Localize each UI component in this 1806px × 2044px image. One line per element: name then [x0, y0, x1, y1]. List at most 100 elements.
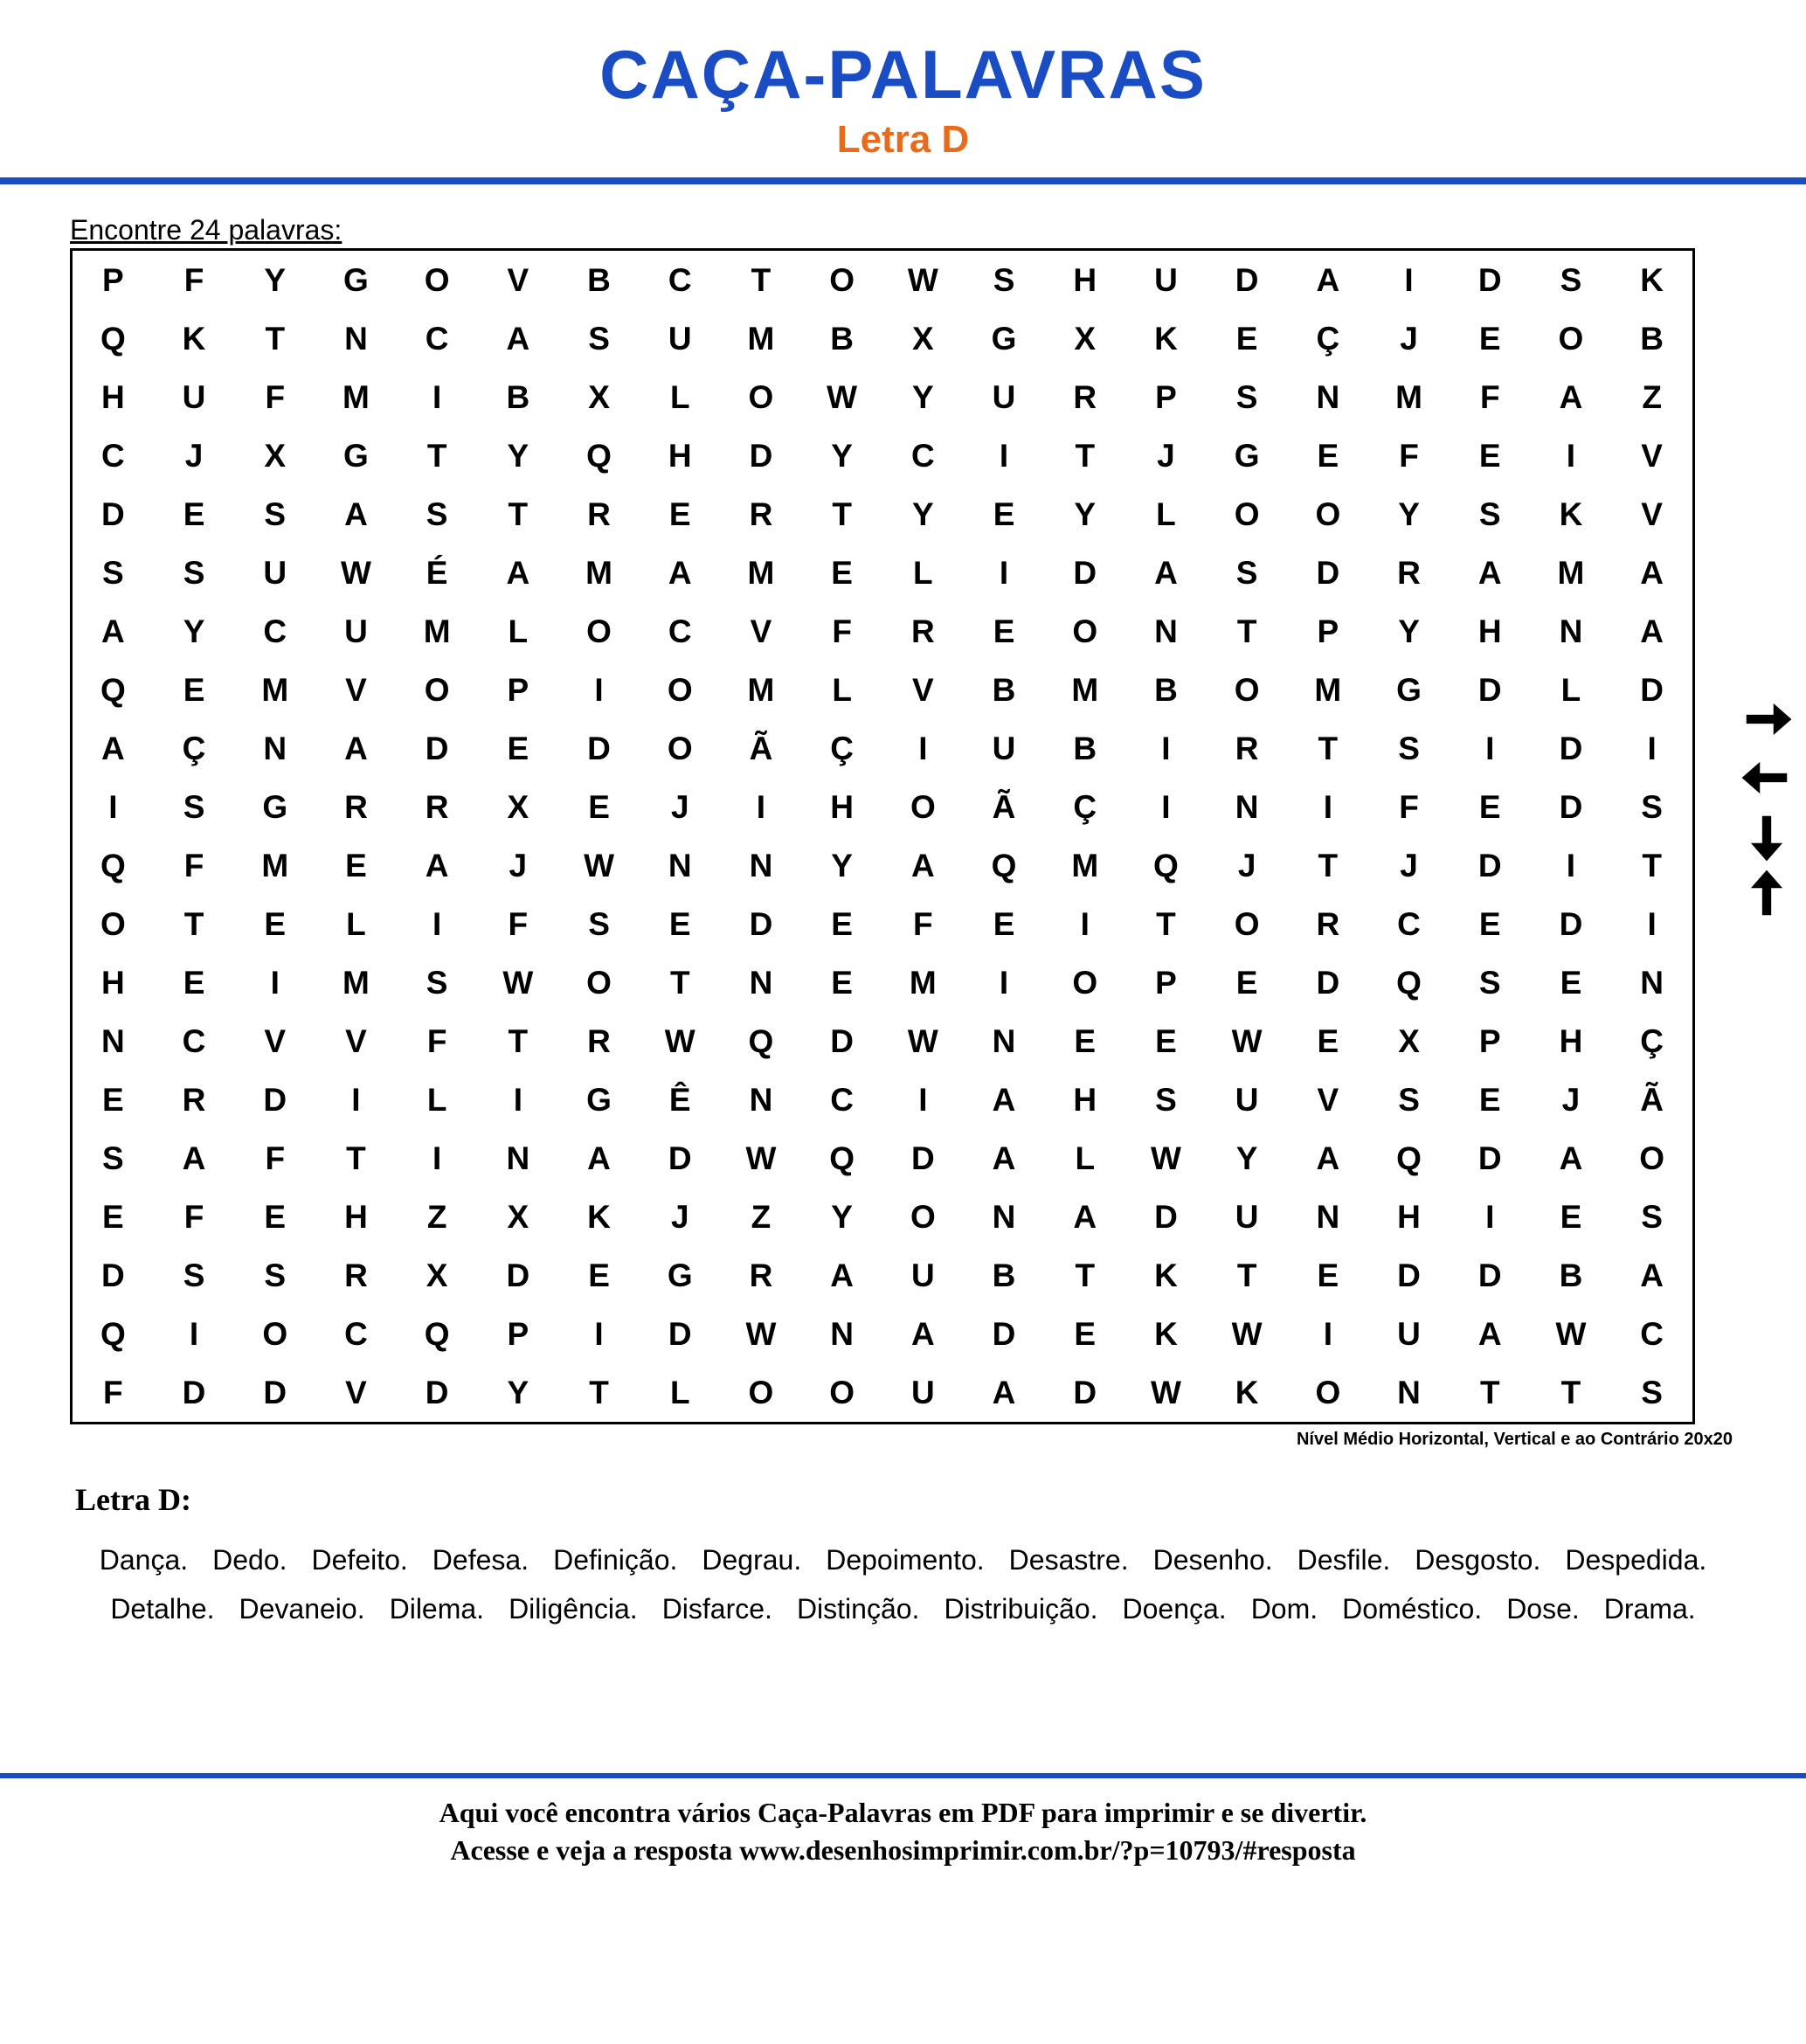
grid-cell: C [154, 1012, 235, 1071]
grid-cell: F [154, 836, 235, 895]
grid-cell: L [640, 1363, 721, 1422]
grid-cell: B [801, 309, 882, 368]
grid-cell: S [964, 251, 1045, 309]
grid-cell: C [73, 426, 154, 485]
grid-cell: N [477, 1129, 558, 1188]
grid-cell: J [477, 836, 558, 895]
grid-cell: I [1531, 426, 1612, 485]
grid-cell: T [801, 485, 882, 544]
grid-cell: T [1207, 602, 1288, 661]
grid-cell: R [721, 485, 802, 544]
grid-cell: Y [1044, 485, 1125, 544]
grid-cell: A [1287, 1129, 1368, 1188]
grid-cell: Ç [801, 719, 882, 778]
left-arrow-icon [1740, 751, 1794, 809]
grid-cell: F [882, 895, 964, 953]
grid-cell: M [397, 602, 478, 661]
grid-cell: Q [721, 1012, 802, 1071]
grid-cell: A [1125, 544, 1207, 602]
grid-cell: N [73, 1012, 154, 1071]
grid-cell: N [1531, 602, 1612, 661]
grid-cell: G [640, 1246, 721, 1305]
grid-cell: G [1207, 426, 1288, 485]
wordlist-word: Dose. [1506, 1584, 1580, 1633]
right-arrow-icon [1740, 692, 1794, 751]
wordlist-word: Desastre. [1009, 1535, 1129, 1584]
main-title: CAÇA-PALAVRAS [0, 35, 1806, 114]
wordlist-word: Dedo. [212, 1535, 287, 1584]
grid-cell: I [73, 778, 154, 836]
grid-cell: E [1287, 1246, 1368, 1305]
grid-cell: D [558, 719, 640, 778]
grid-cell: E [640, 895, 721, 953]
grid-cell: D [640, 1129, 721, 1188]
grid-cell: P [73, 251, 154, 309]
grid-cell: S [154, 544, 235, 602]
grid-cell: O [1287, 485, 1368, 544]
grid-cell: S [73, 544, 154, 602]
grid-cell: Y [1207, 1129, 1288, 1188]
grid-cell: N [721, 1071, 802, 1129]
grid-cell: F [154, 1188, 235, 1246]
grid-cell: I [154, 1305, 235, 1363]
grid-cell: O [1044, 602, 1125, 661]
grid-cell: R [154, 1071, 235, 1129]
grid-cell: D [1450, 1246, 1531, 1305]
grid-cell: Q [73, 836, 154, 895]
grid-cell: T [1044, 1246, 1125, 1305]
grid-cell: D [1531, 778, 1612, 836]
grid-cell: A [640, 544, 721, 602]
grid-container: PFYGOVBCTOWSHUDAIDSKQKTNCASUMBXGXKEÇJEOB… [70, 248, 1736, 1424]
grid-cell: E [1450, 426, 1531, 485]
grid-cell: Q [73, 309, 154, 368]
grid-cell: D [882, 1129, 964, 1188]
grid-cell: Ã [964, 778, 1045, 836]
grid-cell: T [234, 309, 315, 368]
wordlist-word: Despedida. [1565, 1535, 1706, 1584]
grid-cell: M [1531, 544, 1612, 602]
grid-cell: N [964, 1188, 1045, 1246]
grid-cell: T [1450, 1363, 1531, 1422]
grid-cell: L [477, 602, 558, 661]
grid-cell: I [1044, 895, 1125, 953]
grid-cell: O [397, 661, 478, 719]
grid-cell: L [315, 895, 397, 953]
wordlist-word: Drama. [1604, 1584, 1696, 1633]
grid-cell: E [1531, 1188, 1612, 1246]
grid-cell: O [640, 661, 721, 719]
grid-cell: D [397, 719, 478, 778]
grid-cell: Y [1368, 602, 1450, 661]
grid-cell: É [397, 544, 478, 602]
grid-cell: N [801, 1305, 882, 1363]
grid-cell: C [315, 1305, 397, 1363]
grid-cell: A [1287, 251, 1368, 309]
grid-cell: S [234, 485, 315, 544]
grid-cell: G [315, 251, 397, 309]
grid-cell: M [721, 309, 802, 368]
grid-cell: R [882, 602, 964, 661]
grid-cell: K [1125, 1246, 1207, 1305]
grid-cell: O [1044, 953, 1125, 1012]
grid-cell: D [1450, 1129, 1531, 1188]
grid-cell: U [640, 309, 721, 368]
grid-cell: Q [73, 1305, 154, 1363]
grid-cell: F [1450, 368, 1531, 426]
grid-cell: T [1125, 895, 1207, 953]
grid-cell: F [1368, 778, 1450, 836]
grid-cell: X [477, 778, 558, 836]
grid-cell: E [73, 1071, 154, 1129]
grid-cell: W [1207, 1305, 1288, 1363]
grid-cell: R [315, 1246, 397, 1305]
grid-cell: D [1611, 661, 1692, 719]
grid-cell: Y [477, 426, 558, 485]
grid-cell: O [801, 251, 882, 309]
grid-cell: E [801, 544, 882, 602]
grid-cell: A [801, 1246, 882, 1305]
wordlist-title: Letra D: [75, 1481, 1736, 1518]
grid-cell: V [1611, 426, 1692, 485]
grid-cell: E [1450, 1071, 1531, 1129]
grid-cell: B [1531, 1246, 1612, 1305]
wordlist-word: Desgosto. [1415, 1535, 1540, 1584]
grid-cell: I [882, 1071, 964, 1129]
grid-cell: G [1368, 661, 1450, 719]
